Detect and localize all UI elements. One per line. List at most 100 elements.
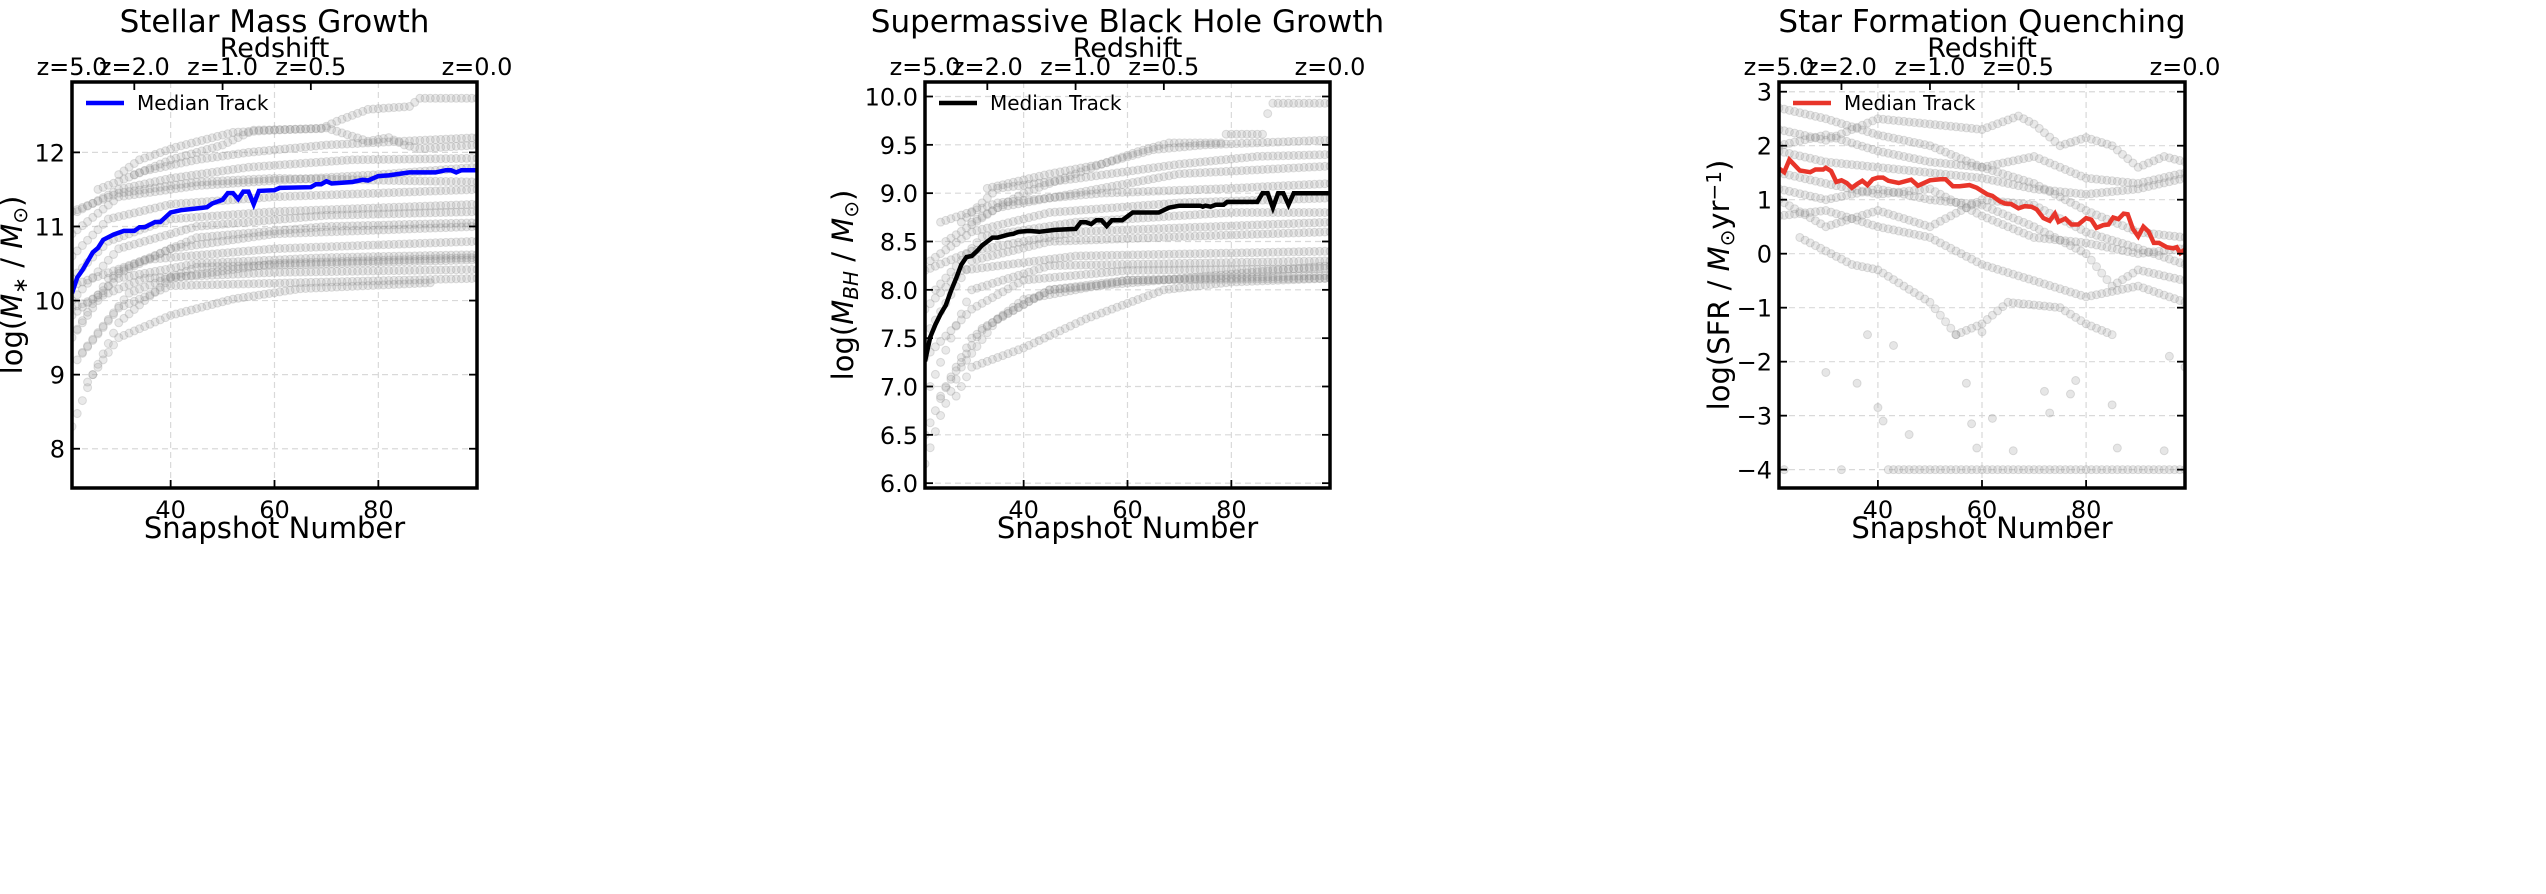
galaxy-point [405,187,414,197]
galaxy-point [238,130,248,140]
galaxy-point [456,93,466,103]
galaxy-point [223,138,233,148]
galaxy-point [140,256,150,266]
galaxy-point [316,253,326,263]
galaxy-point [119,174,129,184]
galaxy-point [363,256,373,266]
galaxy-point [347,210,357,220]
galaxy-point [228,135,238,145]
galaxy-point [124,260,134,270]
galaxy-point [358,135,368,145]
galaxy-point [425,208,435,218]
galaxy-point [249,228,259,238]
galaxy-point [129,181,139,191]
galaxy-point [456,133,466,143]
galaxy-point [83,298,93,308]
galaxy-point [405,202,414,212]
galaxy-point [399,176,409,186]
galaxy-point [301,206,311,216]
galaxy-point [446,218,456,228]
galaxy-point [83,310,93,320]
galaxy-point [363,138,373,148]
galaxy-point [368,252,378,262]
galaxy-point [425,93,435,103]
galaxy-point [373,154,383,164]
galaxy-point [399,255,409,265]
galaxy-point [311,124,321,134]
galaxy-point [109,328,119,338]
galaxy-point [280,258,290,268]
galaxy-point [430,254,440,264]
galaxy-point [280,144,290,154]
galaxy-point [275,125,285,135]
galaxy-point [223,129,233,139]
galaxy-point [373,240,383,250]
galaxy-point [103,190,113,200]
y-tick-label: 8.0 [880,277,918,305]
galaxy-point [223,257,233,267]
galaxy-point [405,255,414,265]
galaxy-point [410,254,420,264]
galaxy-point [410,154,420,164]
galaxy-point [456,250,466,260]
galaxy-point [176,213,186,223]
galaxy-point [301,191,311,201]
galaxy-point [202,153,212,163]
galaxy-point [171,273,181,283]
galaxy-point [353,155,363,165]
galaxy-point [462,253,472,263]
galaxy-point [925,418,935,428]
galaxy-point [155,202,165,212]
galaxy-point [462,237,472,247]
galaxy-point [88,198,98,208]
galaxy-point [275,144,285,154]
y-axis-label-part: M [0,224,29,249]
galaxy-point [451,218,461,228]
galaxy-point [166,253,176,263]
galaxy-point [186,223,196,233]
galaxy-point [124,263,134,273]
galaxy-point [129,259,139,269]
galaxy-point [129,259,139,269]
x-axis-label: Snapshot Number [1851,511,2112,545]
galaxy-point [197,221,207,231]
galaxy-point [337,221,347,231]
galaxy-point [420,201,430,211]
galaxy-point [181,198,191,208]
galaxy-point [280,254,290,264]
galaxy-point [192,250,202,260]
galaxy-point [285,258,295,268]
galaxy-point [207,143,217,153]
galaxy-point [316,242,326,252]
galaxy-point [93,362,103,372]
galaxy-point [316,222,326,232]
galaxy-track [1883,465,2185,475]
galaxy-point [77,347,87,357]
galaxy-point [285,228,295,238]
galaxy-point [171,270,181,280]
galaxy-point [415,154,425,164]
galaxy-point [254,261,264,271]
plot-area [1779,103,2185,475]
galaxy-point [415,208,425,218]
galaxy-point [306,257,316,267]
galaxy-point [446,134,456,144]
galaxy-point [259,125,269,135]
galaxy-point [285,124,295,134]
galaxy-point [238,229,248,239]
galaxy-point [77,316,87,326]
galaxy-point [311,123,321,133]
galaxy-point [83,200,93,210]
galaxy-point [425,186,435,196]
galaxy-point [347,110,357,120]
galaxy-point [223,265,233,275]
galaxy-point [218,266,228,276]
galaxy-point [202,239,212,249]
galaxy-point [176,158,186,168]
galaxy-point [321,227,331,237]
galaxy-point [347,204,357,214]
galaxy-point [415,176,425,186]
galaxy-point [295,213,305,223]
galaxy-point [436,134,446,144]
galaxy-point [171,142,181,152]
